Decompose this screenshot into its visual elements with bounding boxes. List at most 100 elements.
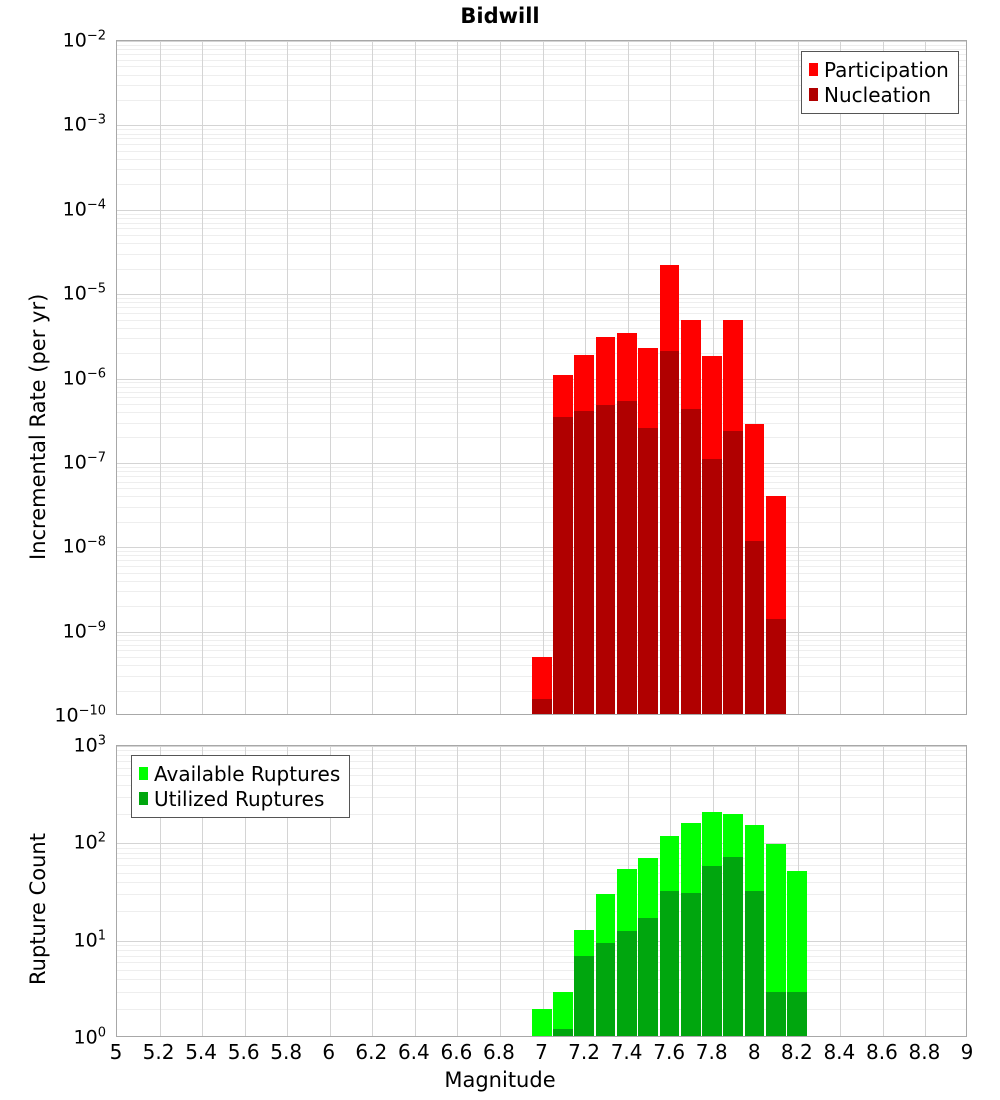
gridline-horizontal: [117, 391, 966, 393]
gridline-horizontal: [117, 312, 966, 314]
x-axis-tick-label: 7: [535, 1040, 548, 1064]
gridline-horizontal: [117, 133, 966, 135]
gridline-horizontal: [117, 222, 966, 224]
gridline-horizontal: [117, 125, 966, 127]
gridline-vertical: [202, 746, 204, 1036]
gridline-horizontal: [117, 761, 966, 763]
gridline-vertical: [882, 41, 884, 714]
gridline-horizontal: [117, 319, 966, 321]
gridline-horizontal: [117, 852, 966, 854]
gridline-vertical: [329, 41, 331, 714]
bar-nucleation: [553, 416, 573, 714]
gridline-horizontal: [117, 565, 966, 567]
x-axis-tick-label: 6.8: [483, 1040, 515, 1064]
bar-utilized-ruptures: [744, 891, 765, 1036]
gridline-vertical: [202, 41, 204, 714]
y-axis-tick-label: 101: [73, 927, 106, 952]
gridline-vertical: [159, 41, 161, 714]
gridline-vertical: [414, 41, 416, 714]
gridline-horizontal: [117, 297, 966, 299]
gridline-horizontal: [117, 488, 966, 490]
gridline-horizontal: [117, 814, 966, 816]
rupture-count-plot: [116, 745, 967, 1037]
gridline-vertical: [499, 41, 501, 714]
x-axis-tick-label: 6.2: [355, 1040, 388, 1064]
gridline-horizontal: [117, 59, 966, 61]
gridline-vertical: [840, 41, 842, 714]
x-axis-tick-label: 8.8: [908, 1040, 941, 1064]
incremental-rate-plot: [116, 40, 967, 715]
legend-label: Participation: [824, 57, 949, 82]
bar-available-ruptures: [553, 991, 573, 1036]
gridline-horizontal: [117, 462, 966, 464]
gridline-horizontal: [117, 631, 966, 633]
gridline-horizontal: [117, 796, 966, 798]
y-axis-tick-label: 10−7: [62, 450, 106, 474]
gridline-vertical: [414, 746, 416, 1036]
gridline-horizontal: [117, 235, 966, 237]
gridline-horizontal: [117, 979, 966, 981]
bar-utilized-ruptures: [702, 866, 722, 1036]
y-axis-tick-label: 102: [73, 830, 106, 854]
x-axis-tick-label: 6: [322, 1040, 336, 1064]
x-axis-tick-label: 5.2: [142, 1040, 175, 1064]
gridline-vertical: [244, 41, 246, 714]
x-axis-tick-label: 7.6: [653, 1040, 686, 1064]
gridline-horizontal: [117, 481, 966, 483]
legend-swatch-icon: [809, 63, 818, 76]
gridline-horizontal: [117, 945, 966, 947]
legend-item: Available Ruptures: [139, 761, 340, 786]
gridline-horizontal: [117, 496, 966, 498]
gridline-horizontal: [117, 129, 966, 131]
bar-utilized-ruptures: [638, 918, 658, 1036]
gridline-horizontal: [117, 66, 966, 68]
gridline-horizontal: [117, 991, 966, 993]
gridline-horizontal: [117, 217, 966, 219]
y-axis-tick-label: 10−10: [54, 703, 106, 727]
x-axis-tick-label: 7.2: [568, 1040, 600, 1064]
gridline-horizontal: [117, 635, 966, 637]
gridline-horizontal: [117, 580, 966, 582]
incremental-rate-plot-area: [117, 41, 966, 714]
gridline-vertical: [542, 41, 544, 714]
gridline-horizontal: [117, 150, 966, 152]
bar-available-ruptures: [531, 1008, 552, 1036]
y-axis-tick-label: 10−4: [62, 197, 106, 221]
gridline-horizontal: [117, 755, 966, 757]
gridline-vertical: [925, 41, 927, 714]
y-axis-tick-label: 10−9: [62, 618, 106, 643]
gridline-horizontal: [117, 551, 966, 553]
bar-nucleation: [723, 430, 744, 714]
legend-label: Available Ruptures: [154, 761, 341, 786]
y-axis-tick-label: 10−5: [62, 281, 106, 305]
gridline-horizontal: [117, 49, 966, 51]
gridline-horizontal: [117, 955, 966, 957]
gridline-horizontal: [117, 911, 966, 913]
gridline-horizontal: [117, 644, 966, 646]
gridline-vertical: [329, 746, 331, 1036]
gridline-vertical: [797, 41, 799, 714]
incremental-rate-y-axis-title: Incremental Rate (per yr): [26, 293, 50, 560]
gridline-horizontal: [117, 268, 966, 270]
gridline-horizontal: [117, 843, 966, 845]
bar-utilized-ruptures: [765, 991, 786, 1036]
gridline-vertical: [755, 41, 757, 714]
gridline-horizontal: [117, 213, 966, 215]
bar-utilized-ruptures: [553, 1028, 573, 1036]
x-axis-tick-label: 7.4: [610, 1040, 643, 1064]
incremental-rate-legend: Participation Nucleation: [801, 51, 959, 114]
y-axis-tick-label: 10−2: [62, 28, 106, 52]
gridline-horizontal: [117, 169, 966, 171]
gridline-horizontal: [117, 386, 966, 388]
y-axis-tick-label: 100: [73, 1025, 106, 1049]
gridline-horizontal: [117, 506, 966, 508]
gridline-horizontal: [117, 412, 966, 414]
gridline-horizontal: [117, 243, 966, 245]
gridline-horizontal: [117, 969, 966, 971]
bar-nucleation: [680, 409, 701, 714]
rupture-count-y-axis-title: Rupture Count: [26, 833, 50, 985]
bar-nucleation: [702, 459, 722, 714]
y-axis-tick-label: 103: [73, 733, 106, 757]
gridline-horizontal: [117, 639, 966, 641]
